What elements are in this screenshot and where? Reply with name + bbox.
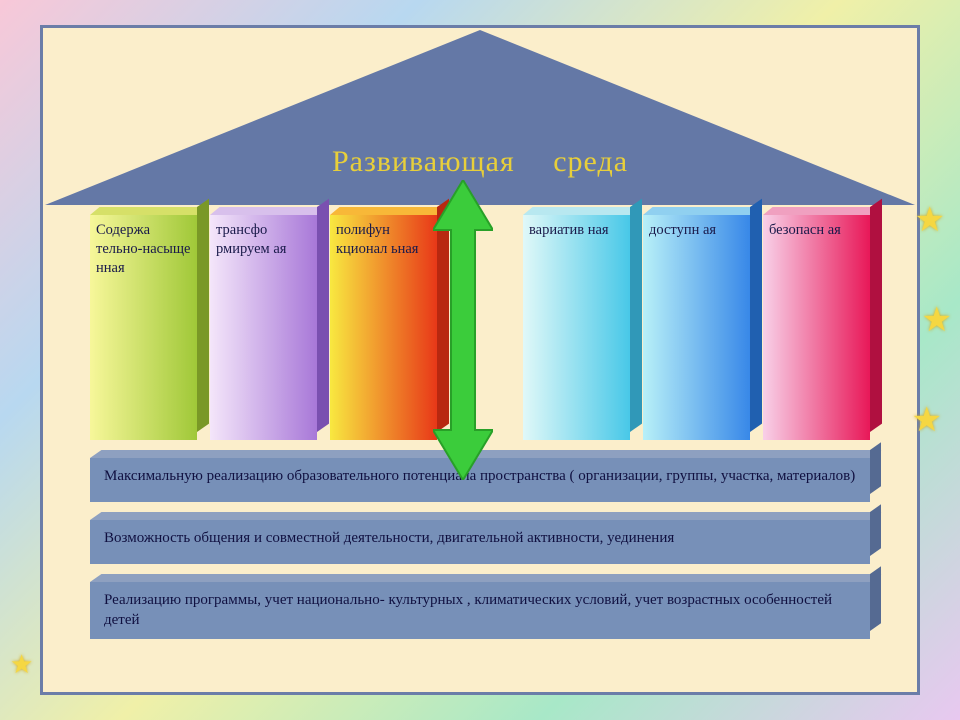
pillar-side xyxy=(750,199,762,432)
double-arrow xyxy=(433,180,493,480)
pillar-top xyxy=(90,207,207,215)
pillar: Содержа тельно-насыще нная xyxy=(90,215,197,450)
foundation-top xyxy=(90,512,881,520)
foundation-side xyxy=(870,504,881,556)
star-icon: ★ xyxy=(10,650,33,680)
pillar-label: вариатив ная xyxy=(523,215,630,440)
roof: Развивающая среда xyxy=(45,30,915,205)
pillar: вариатив ная xyxy=(523,215,630,450)
foundation-block: Реализацию программы, учет национально- … xyxy=(90,582,870,639)
pillar-label: трансфо рмируем ая xyxy=(210,215,317,440)
foundation-side xyxy=(870,566,881,631)
pillar-top xyxy=(210,207,327,215)
foundation-text: Возможность общения и совместной деятель… xyxy=(90,520,870,564)
foundation-side xyxy=(870,442,881,494)
pillar: доступн ая xyxy=(643,215,750,450)
pillar-label: Содержа тельно-насыще нная xyxy=(90,215,197,440)
pillar-side xyxy=(317,199,329,432)
star-icon: ★ xyxy=(915,200,945,240)
pillar-label: полифун кционал ьная xyxy=(330,215,437,440)
pillar-top xyxy=(330,207,447,215)
pillar-label: доступн ая xyxy=(643,215,750,440)
star-icon: ★ xyxy=(912,400,942,440)
foundation-top xyxy=(90,574,881,582)
star-icon: ★ xyxy=(922,300,952,340)
pillar: трансфо рмируем ая xyxy=(210,215,317,450)
pillar: безопасн ая xyxy=(763,215,870,450)
roof-title: Развивающая среда xyxy=(45,145,915,179)
foundation-block: Возможность общения и совместной деятель… xyxy=(90,520,870,564)
pillar-side xyxy=(197,199,209,432)
pillar-side xyxy=(630,199,642,432)
pillar-side xyxy=(870,199,882,432)
pillar-top xyxy=(643,207,760,215)
pillar: полифун кционал ьная xyxy=(330,215,437,450)
pillar-top xyxy=(523,207,640,215)
foundation-text: Реализацию программы, учет национально- … xyxy=(90,582,870,639)
pillar-label: безопасн ая xyxy=(763,215,870,440)
foundations: Максимальную реализацию образовательного… xyxy=(90,458,870,657)
pillar-top xyxy=(763,207,880,215)
